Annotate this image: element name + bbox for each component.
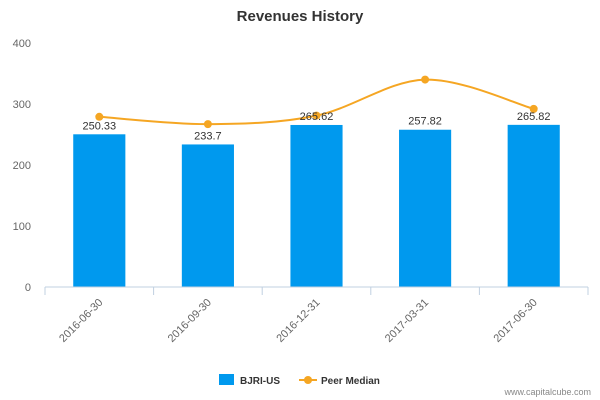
legend-line-marker [304,376,312,384]
bar[interactable] [507,124,560,288]
bar-value-label: 265.82 [517,111,551,123]
y-tick-label: 100 [13,221,31,233]
peer-median-point[interactable] [529,104,538,113]
y-tick-label: 400 [13,38,31,50]
y-tick-label: 300 [13,99,31,111]
bar-series [73,124,560,288]
peer-median-point[interactable] [95,112,104,121]
bar-value-label: 233.7 [194,130,222,142]
legend-item-bjri[interactable]: BJRI-US [219,374,280,387]
bar[interactable] [399,129,452,287]
bar-value-label: 265.62 [300,111,334,123]
chart-title: Revenues History [237,8,364,25]
data-labels: 250.33 233.7 265.62 257.82 265.82 [82,111,550,143]
bar-value-label: 250.33 [82,120,116,132]
bar[interactable] [290,124,343,287]
peer-median-point[interactable] [312,111,321,120]
x-axis: 2016-06-30 2016-09-30 2016-12-31 2017-03-31… [44,287,589,345]
x-tick-label: 2016-12-31 [274,297,322,345]
x-tick-label: 2016-09-30 [166,297,214,345]
y-tick-label: 200 [13,160,31,172]
x-tick-label: 2017-03-31 [383,297,431,345]
legend: BJRI-US Peer Median [219,374,380,387]
bar-value-label: 257.82 [408,116,442,128]
bar[interactable] [73,134,126,287]
x-tick-label: 2017-06-30 [492,297,540,345]
line-series [95,75,538,129]
y-axis: 0 100 200 300 400 [13,38,31,294]
legend-bar-swatch [219,374,234,385]
legend-item-peer-median[interactable]: Peer Median [299,376,380,387]
y-tick-label: 0 [25,282,31,294]
legend-label-bjri: BJRI-US [240,376,280,387]
x-tick-label: 2016-06-30 [57,297,105,345]
legend-label-peer-median: Peer Median [321,376,380,387]
credit-text: www.capitalcube.com [503,387,591,397]
bar[interactable] [181,144,234,287]
peer-median-point[interactable] [203,120,212,129]
peer-median-point[interactable] [421,75,430,84]
